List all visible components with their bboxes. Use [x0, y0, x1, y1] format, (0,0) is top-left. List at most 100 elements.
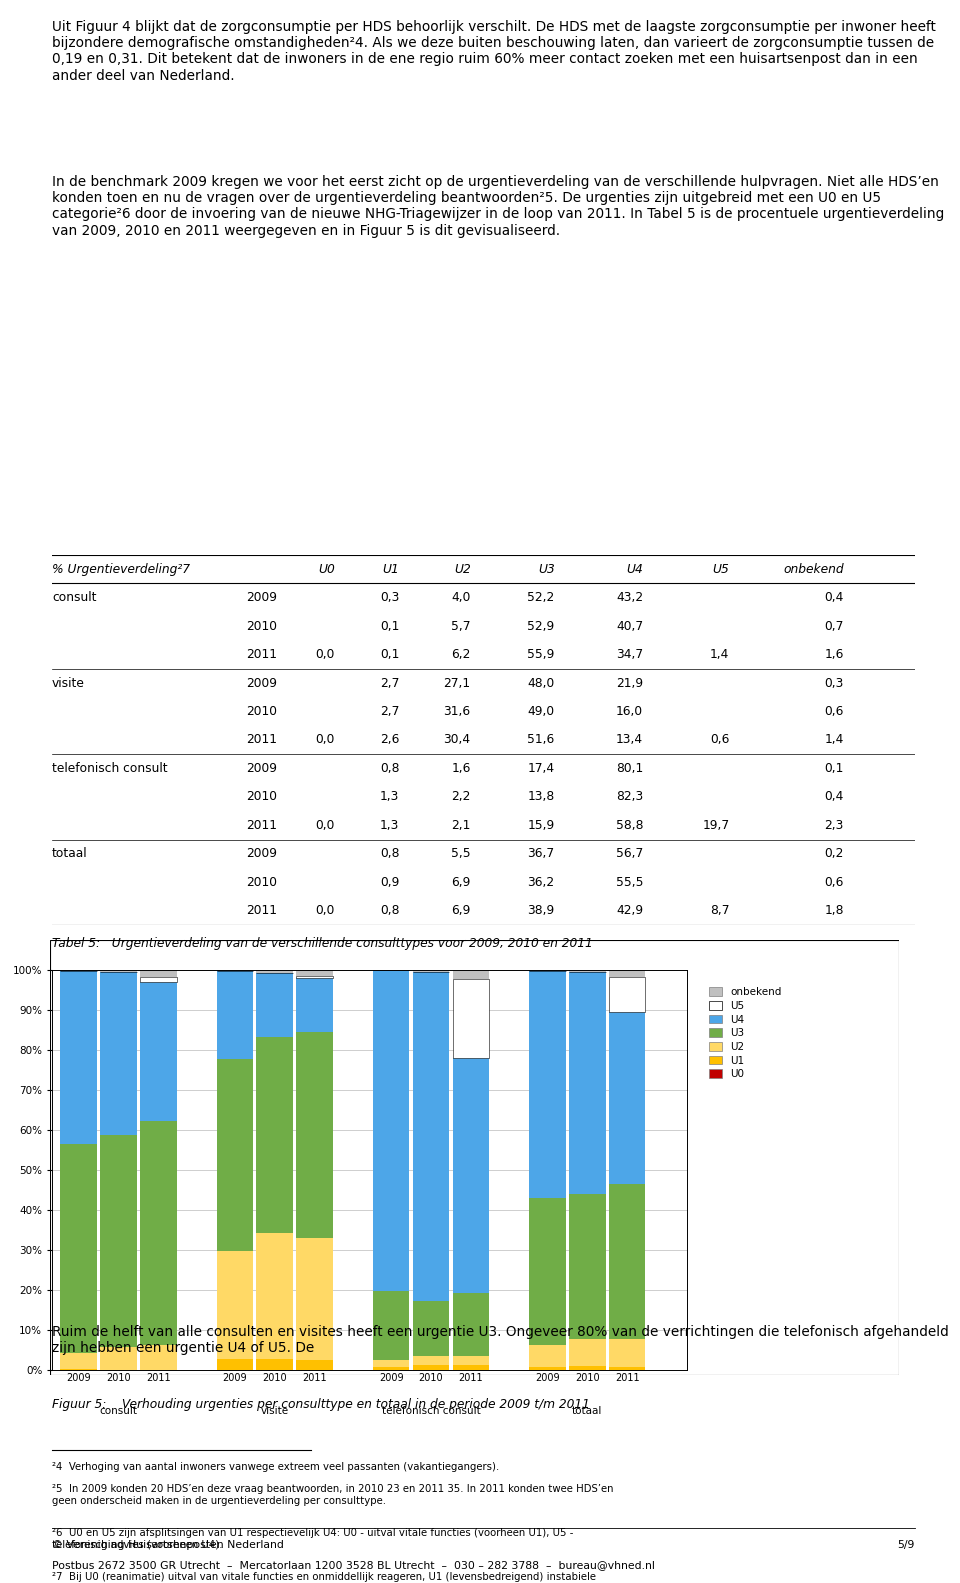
Text: telefonisch consult: telefonisch consult: [52, 761, 168, 776]
Bar: [452, 1357, 490, 1365]
Text: 0,8: 0,8: [380, 904, 399, 917]
Text: 0,6: 0,6: [825, 875, 844, 888]
Text: Figuur 5:    Verhouding urgenties per consulttype en totaal in de periode 2009 t: Figuur 5: Verhouding urgenties per consu…: [52, 1398, 589, 1410]
Bar: [256, 970, 293, 974]
Text: U2: U2: [454, 562, 470, 576]
Text: 58,8: 58,8: [615, 818, 643, 833]
Text: 51,6: 51,6: [527, 733, 555, 747]
Text: Tabel 5:   Urgentieverdeling van de verschillende consulttypes voor 2009, 2010 e: Tabel 5: Urgentieverdeling van de versch…: [52, 937, 592, 950]
Text: 0,4: 0,4: [825, 590, 844, 605]
Bar: [452, 970, 490, 978]
Text: 52,9: 52,9: [527, 619, 555, 633]
Text: 0,1: 0,1: [380, 619, 399, 633]
Text: 1,8: 1,8: [825, 904, 844, 917]
Text: 5,5: 5,5: [451, 847, 470, 860]
Text: 31,6: 31,6: [444, 704, 470, 719]
Text: 2011: 2011: [246, 818, 276, 833]
Text: 2010: 2010: [246, 619, 276, 633]
Text: 82,3: 82,3: [616, 790, 643, 804]
Text: 13,4: 13,4: [616, 733, 643, 747]
Text: 19,7: 19,7: [703, 818, 730, 833]
Bar: [569, 1339, 606, 1366]
Text: 49,0: 49,0: [528, 704, 555, 719]
Bar: [413, 972, 449, 1301]
Text: ²6  U0 en U5 zijn afsplitsingen van U1 respectievelijk U4: U0 - uitval vitale fu: ²6 U0 en U5 zijn afsplitsingen van U1 re…: [52, 1528, 573, 1550]
Bar: [297, 1032, 333, 1238]
Text: 2,1: 2,1: [451, 818, 470, 833]
Text: Postbus 2672 3500 GR Utrecht  –  Mercatorlaan 1200 3528 BL Utrecht  –  030 – 282: Postbus 2672 3500 GR Utrecht – Mercatorl…: [52, 1559, 655, 1570]
Text: U4: U4: [627, 562, 643, 576]
Text: 6,9: 6,9: [451, 875, 470, 888]
Text: 56,7: 56,7: [616, 847, 643, 860]
Text: consult: consult: [52, 590, 97, 605]
Bar: [413, 970, 449, 972]
Text: U3: U3: [538, 562, 555, 576]
Text: 4,0: 4,0: [451, 590, 470, 605]
Text: Ruim de helft van alle consulten en visites heeft een urgentie U3. Ongeveer 80% : Ruim de helft van alle consulten en visi…: [52, 1325, 948, 1355]
Text: 6,9: 6,9: [451, 904, 470, 917]
Text: 0,7: 0,7: [825, 619, 844, 633]
Bar: [372, 1366, 409, 1369]
Text: 2010: 2010: [246, 875, 276, 888]
Text: 2,7: 2,7: [380, 704, 399, 719]
Text: 2011: 2011: [246, 647, 276, 662]
Text: 0,2: 0,2: [825, 847, 844, 860]
Bar: [413, 1301, 449, 1357]
Bar: [256, 1233, 293, 1360]
Text: 17,4: 17,4: [528, 761, 555, 776]
Text: 2,3: 2,3: [825, 818, 844, 833]
Text: 2,7: 2,7: [380, 676, 399, 690]
Text: 1,6: 1,6: [451, 761, 470, 776]
Text: 55,5: 55,5: [615, 875, 643, 888]
Legend: onbekend, U5, U4, U3, U2, U1, U0: onbekend, U5, U4, U3, U2, U1, U0: [705, 983, 785, 1083]
Text: 48,0: 48,0: [527, 676, 555, 690]
Text: 0,8: 0,8: [380, 847, 399, 860]
Bar: [297, 1238, 333, 1360]
Text: 2009: 2009: [246, 676, 276, 690]
Text: 38,9: 38,9: [527, 904, 555, 917]
Text: 2,6: 2,6: [380, 733, 399, 747]
Text: 2,2: 2,2: [451, 790, 470, 804]
Bar: [452, 1293, 490, 1357]
Text: 5/9: 5/9: [898, 1540, 915, 1550]
Bar: [140, 1346, 177, 1369]
Text: 2009: 2009: [246, 761, 276, 776]
Text: 2011: 2011: [246, 733, 276, 747]
Text: 30,4: 30,4: [444, 733, 470, 747]
Bar: [609, 1339, 645, 1366]
Bar: [217, 972, 253, 1059]
Bar: [297, 978, 333, 1032]
Bar: [100, 1135, 136, 1347]
Bar: [609, 970, 645, 977]
Bar: [297, 975, 333, 978]
Bar: [529, 1346, 565, 1366]
Text: ²7  Bij U0 (reanimatie) uitval van vitale functies en onmiddellijk reageren, U1 : ²7 Bij U0 (reanimatie) uitval van vitale…: [52, 1572, 601, 1583]
Bar: [569, 1194, 606, 1339]
Text: onbekend: onbekend: [783, 562, 844, 576]
Bar: [60, 1353, 97, 1369]
Text: 40,7: 40,7: [616, 619, 643, 633]
Text: 80,1: 80,1: [616, 761, 643, 776]
Text: 0,3: 0,3: [380, 590, 399, 605]
Bar: [372, 970, 409, 1290]
Bar: [452, 978, 490, 1057]
Bar: [140, 970, 177, 977]
Text: 0,4: 0,4: [825, 790, 844, 804]
Text: 0,1: 0,1: [825, 761, 844, 776]
Bar: [372, 1290, 409, 1360]
Text: 2009: 2009: [246, 590, 276, 605]
Text: telefonisch consult: telefonisch consult: [382, 1406, 480, 1417]
Bar: [140, 983, 177, 1121]
Bar: [60, 970, 97, 972]
Text: totaal: totaal: [572, 1406, 603, 1417]
Bar: [256, 1037, 293, 1233]
Bar: [60, 1145, 97, 1353]
Bar: [609, 1184, 645, 1339]
Bar: [452, 1365, 490, 1369]
Bar: [60, 972, 97, 1145]
Text: ²4  Verhoging van aantal inwoners vanwege extreem veel passanten (vakantieganger: ²4 Verhoging van aantal inwoners vanwege…: [52, 1463, 499, 1472]
Text: 1,3: 1,3: [380, 790, 399, 804]
Bar: [529, 972, 565, 1198]
Bar: [569, 970, 606, 972]
Text: 13,8: 13,8: [527, 790, 555, 804]
